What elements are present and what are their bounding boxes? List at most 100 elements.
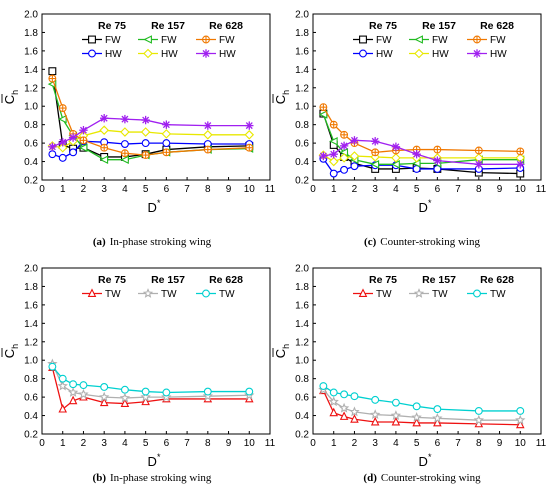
legend: Re 75 Re 157 Re 628 FW HW FW HW FW HW [82, 20, 243, 60]
series-line [52, 140, 250, 159]
x-tick-label: 5 [414, 184, 420, 195]
legend-item: TW [467, 289, 506, 300]
data-point [319, 382, 328, 390]
legend-item: FW [196, 35, 235, 46]
data-point [162, 120, 171, 129]
data-point [329, 388, 338, 397]
x-tick-label: 2 [352, 184, 358, 195]
data-point [370, 409, 381, 420]
legend-label: FW [161, 35, 177, 46]
data-point [350, 392, 359, 401]
x-tick-label: 7 [184, 438, 190, 449]
chart-panel-2: 0 1 2 3 4 5 6 7 8 9 10 11 0.2 0.4 0.6 0.8 1.0 1.2 1.4 1.6 1.… [1, 264, 276, 484]
legend-marker [413, 288, 425, 298]
data-point [99, 397, 109, 407]
y-tick-label: 1.2 [24, 337, 38, 348]
series-line [322, 114, 521, 165]
legend-marker [202, 35, 210, 44]
x-tick-label: 1 [331, 184, 337, 195]
x-tick-label: 8 [476, 438, 482, 449]
data-point [120, 114, 130, 124]
panel-caption: (d) Counter-stroking wing [363, 472, 481, 484]
y-axis-label: Ch [1, 90, 20, 104]
data-point [58, 114, 67, 124]
data-point [162, 388, 171, 397]
legend-item: FW [409, 35, 448, 46]
data-point [391, 153, 401, 163]
data-point [245, 387, 254, 396]
data-point [516, 160, 525, 169]
data-point [141, 387, 150, 396]
legend: Re 75 Re 157 Re 628 TW TW TW [353, 274, 514, 300]
data-point [100, 143, 109, 152]
legend-heading: Re 75 [369, 274, 397, 286]
data-point [120, 127, 130, 137]
legend-marker [473, 35, 481, 44]
series-line [323, 139, 521, 165]
legend-item: TW [82, 288, 121, 300]
data-point [162, 139, 171, 148]
legend-marker [358, 288, 368, 297]
legend-item: HW [82, 49, 122, 60]
data-point [99, 114, 109, 123]
legend-label: TW [490, 289, 506, 300]
series-line [322, 158, 521, 175]
data-point [99, 391, 110, 402]
y-tick-label: 0.8 [295, 120, 309, 131]
series-0 [48, 362, 254, 413]
legend-label: HW [432, 49, 449, 60]
chart-panel-1: 0 1 2 3 4 5 6 7 8 9 10 11 0.2 0.4 0.6 0.8 1.0 1.2 1.4 1.6 1.… [272, 10, 547, 248]
legend-item: TW [196, 289, 235, 300]
data-point [329, 407, 339, 417]
legend-heading: Re 628 [209, 274, 243, 286]
data-point [473, 414, 484, 425]
y-tick-label: 0.2 [295, 176, 309, 187]
data-point [119, 392, 131, 403]
data-point [203, 121, 213, 130]
legend-marker [414, 35, 423, 44]
data-point [48, 67, 57, 76]
data-point [141, 151, 150, 160]
legend-marker [359, 35, 367, 44]
y-tick-label: 0.6 [24, 393, 38, 404]
data-point [48, 74, 57, 83]
caption-text: In-phase stroking wing [110, 236, 212, 248]
legend-heading: Re 157 [151, 20, 185, 32]
legend-heading: Re 628 [480, 274, 514, 286]
caption-letter: (a) [93, 236, 106, 248]
data-point [99, 155, 109, 165]
legend-item: HW [409, 48, 449, 60]
x-tick-label: 3 [101, 184, 107, 195]
caption-letter: (d) [363, 472, 377, 484]
data-point [371, 395, 380, 404]
data-point [349, 406, 360, 417]
y-tick-label: 1.6 [295, 46, 309, 57]
y-tick-label: 2.0 [24, 264, 38, 275]
data-point [370, 160, 380, 169]
caption-letter: (c) [364, 236, 377, 248]
x-tick-label: 3 [372, 184, 378, 195]
legend-marker [359, 49, 367, 58]
y-tick-label: 1.0 [24, 102, 38, 113]
y-tick-label: 1.4 [24, 65, 38, 76]
caption-text: Counter-stroking wing [380, 236, 480, 248]
y-tick-label: 2.0 [295, 264, 309, 275]
series-5 [48, 114, 254, 151]
legend-heading: Re 157 [422, 274, 456, 286]
legend-heading: Re 157 [422, 20, 456, 32]
y-tick-label: 2.0 [24, 10, 38, 21]
x-tick-label: 0 [39, 184, 45, 195]
data-point [391, 416, 401, 426]
x-tick-label: 3 [101, 438, 107, 449]
y-tick-label: 1.0 [295, 102, 309, 113]
chart-panel-3: 0 1 2 3 4 5 6 7 8 9 10 11 0.2 0.4 0.6 0.8 1.0 1.2 1.4 1.6 1.… [272, 264, 547, 484]
legend-heading: Re 628 [209, 20, 243, 32]
data-point [319, 151, 328, 161]
x-tick-label: 10 [244, 184, 256, 195]
legend-item: HW [196, 49, 236, 60]
series-line [51, 363, 250, 399]
data-point [68, 133, 78, 142]
y-tick-label: 0.8 [295, 374, 309, 385]
legend-marker [473, 289, 481, 298]
